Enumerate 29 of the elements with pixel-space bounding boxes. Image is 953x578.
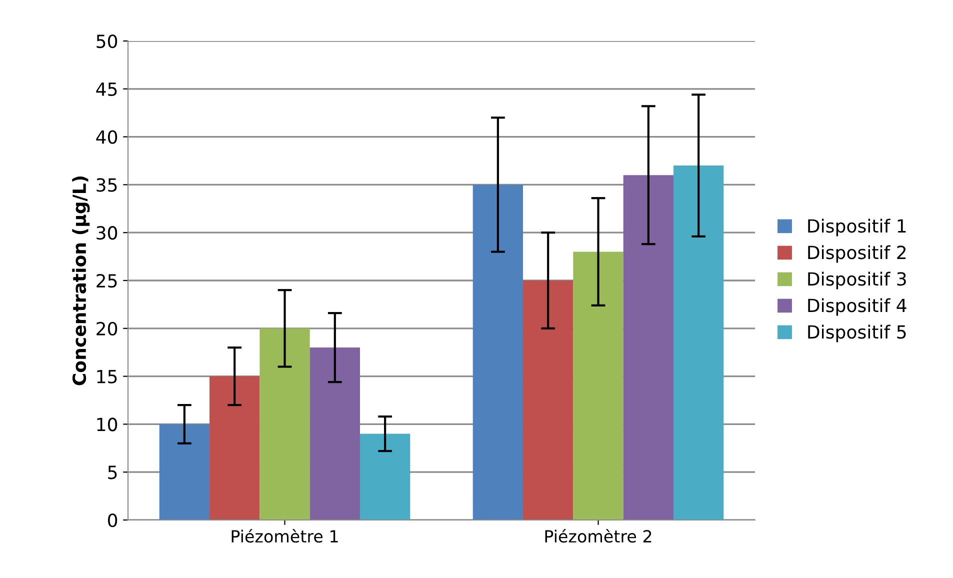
bar [159, 424, 210, 520]
y-tick-label: 35 [96, 178, 117, 192]
y-tick-label: 40 [96, 130, 118, 144]
bar [210, 376, 260, 520]
y-tick-label: 25 [96, 274, 117, 288]
bar [623, 175, 674, 520]
legend-label: Dispositif 3 [808, 272, 906, 290]
bar [472, 184, 524, 520]
legend-label: Dispositif 5 [808, 324, 906, 342]
legend-label: Dispositif 4 [808, 298, 906, 316]
y-tick-label: 5 [108, 466, 117, 480]
y-tick-label: 30 [96, 226, 118, 240]
y-tick-label: 50 [96, 34, 118, 48]
y-tick-label: 10 [97, 418, 118, 432]
bar [573, 252, 624, 520]
bar [673, 166, 724, 520]
legend-label: Dispositif 2 [808, 245, 906, 263]
y-tick-label: 45 [96, 82, 117, 96]
legend-label: Dispositif 1 [808, 218, 906, 236]
y-tick-label: 15 [97, 370, 117, 384]
y-tick-label: 20 [96, 322, 118, 336]
y-tick-label: 0 [108, 513, 118, 528]
bar [260, 328, 310, 520]
bar [310, 348, 360, 520]
x-tick-label: Piézomètre 1 [232, 529, 338, 543]
y-axis-title: Concentration (µg/L) [72, 176, 90, 386]
bar [523, 280, 574, 520]
x-tick-label: Piézomètre 2 [545, 529, 652, 543]
bar [360, 434, 410, 520]
